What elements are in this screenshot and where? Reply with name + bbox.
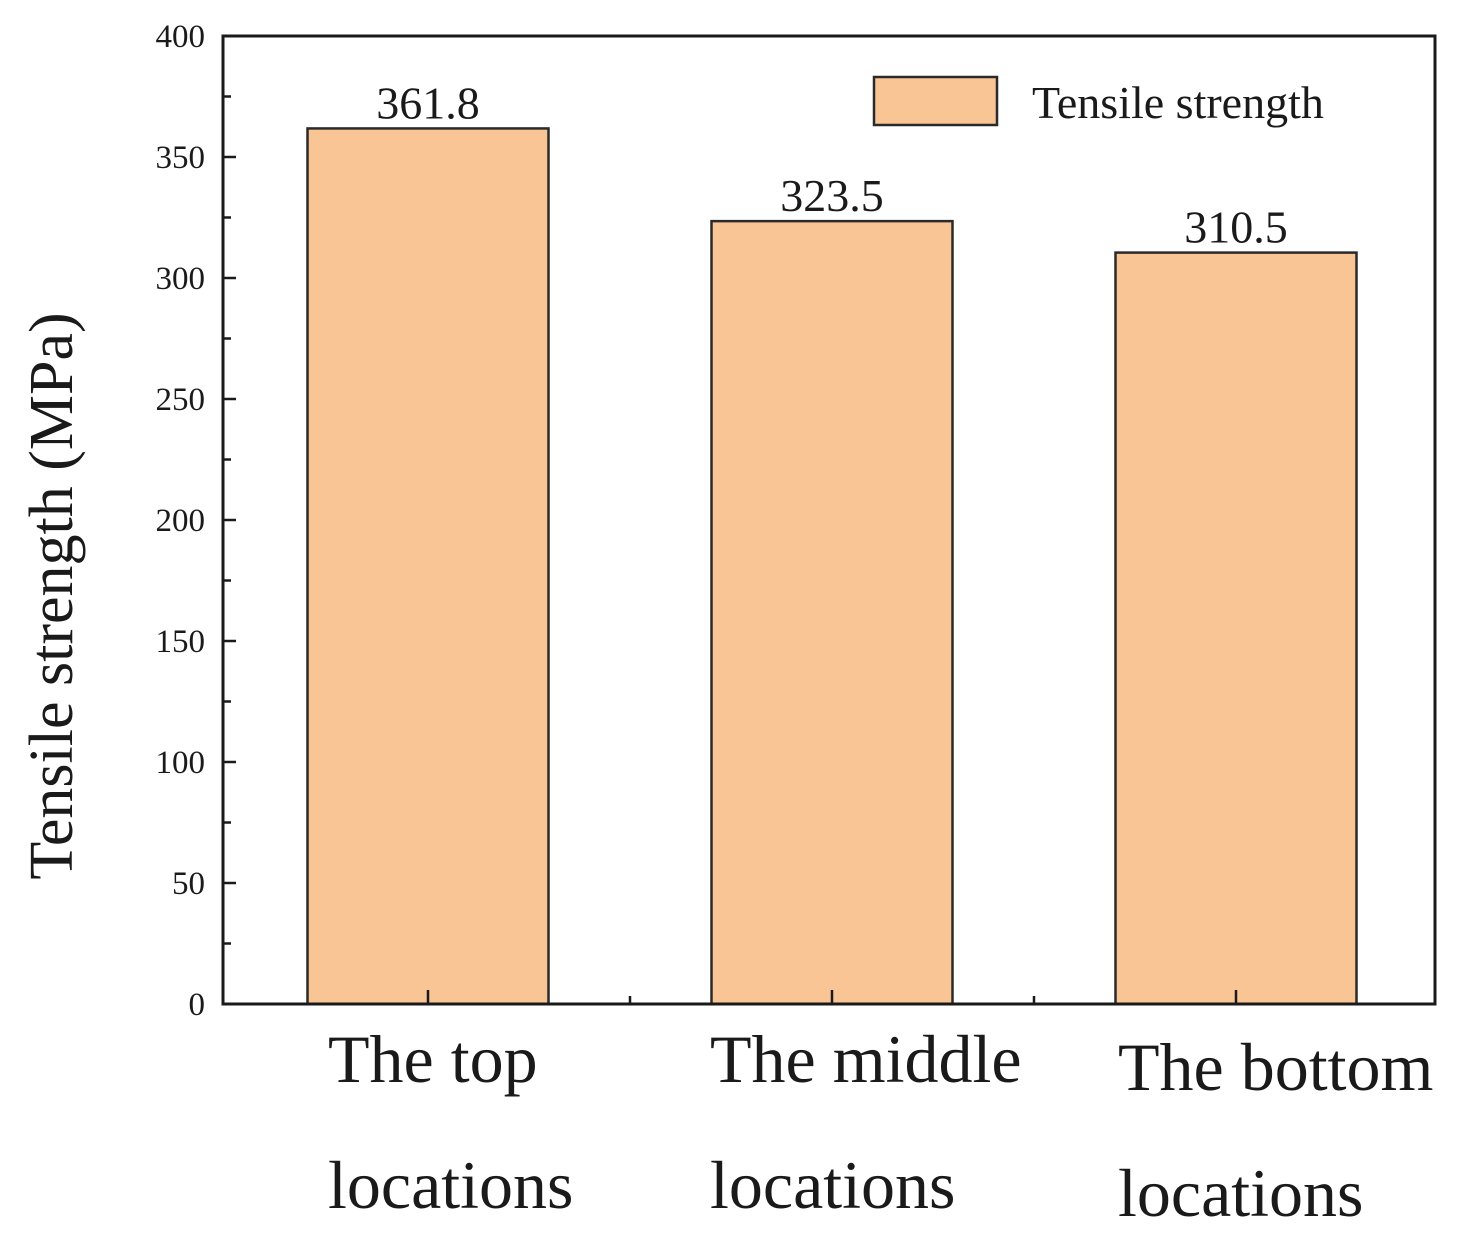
legend-swatch xyxy=(872,75,999,127)
labels-group: 361.8 323.5 310.5 0 50 100 150 200 250 300 350 400 T… xyxy=(156,19,1434,1231)
data-label: 361.8 xyxy=(376,77,480,128)
y-tick-label: 50 xyxy=(172,866,205,902)
legend: Tensile strength xyxy=(872,75,1324,128)
y-tick-label: 400 xyxy=(156,19,206,55)
y-tick-label: 200 xyxy=(156,503,206,539)
x-category-label: The bottom xyxy=(1118,1029,1433,1105)
y-tick-label: 150 xyxy=(156,624,206,660)
y-tick-label: 100 xyxy=(156,745,206,781)
bar xyxy=(1114,251,1358,1006)
x-category-label: locations xyxy=(710,1147,956,1223)
y-axis-title: Tensile strength (MPa) xyxy=(18,312,86,879)
data-label: 310.5 xyxy=(1184,202,1288,253)
axes-group xyxy=(221,34,1437,1006)
bar xyxy=(306,127,550,1006)
x-category-label: The top xyxy=(328,1021,538,1097)
y-tick-label: 0 xyxy=(189,987,206,1023)
data-label: 323.5 xyxy=(780,170,884,221)
legend-label: Tensile strength xyxy=(1032,77,1324,128)
y-tick-label: 350 xyxy=(156,140,206,176)
x-category-label: locations xyxy=(1118,1155,1364,1231)
bars-group xyxy=(306,127,1358,1006)
y-tick-label: 300 xyxy=(156,261,206,297)
bar xyxy=(710,219,954,1006)
x-category-label: locations xyxy=(328,1147,574,1223)
y-tick-label: 250 xyxy=(156,382,206,418)
x-category-label: The middle xyxy=(710,1021,1022,1097)
